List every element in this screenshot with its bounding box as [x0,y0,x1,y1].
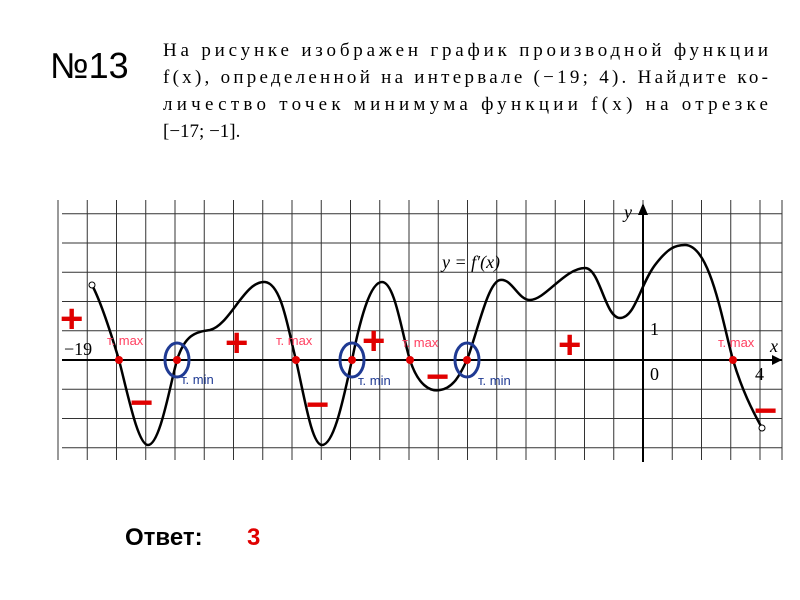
min-circle [338,341,366,379]
grid [57,200,783,460]
plus-sign: + [225,321,248,365]
zero-point [406,356,414,364]
plus-sign: + [558,323,581,367]
answer-label: Ответ: [125,524,203,551]
zero-point [463,356,471,364]
minus-sign: − [306,383,329,427]
max-label: т. max [402,335,439,350]
problem-line: [−17; −1]. [163,121,240,142]
plus-sign: + [362,319,385,363]
answer-value: 3 [247,524,260,551]
zero-point [348,356,356,364]
problem-line: На рисунке изображен график производной … [163,40,768,61]
tick-label: −19 [64,339,92,359]
tick-label: 4 [755,364,764,384]
min-label: т. min [181,372,214,387]
tick-label: 0 [650,364,659,384]
x-arrow [772,355,782,365]
min-label: т. min [478,373,511,388]
zero-point [173,356,181,364]
max-label: т. max [107,333,144,348]
y-axis-label: y [622,202,632,222]
zero-point [729,356,737,364]
min-circle [453,341,481,379]
max-label: т. max [276,333,313,348]
max-label: т. max [718,335,755,350]
min-circle [163,341,191,379]
minus-sign: − [426,355,449,399]
task-number: №13 [50,45,129,86]
zero-point [292,356,300,364]
zero-point [115,356,123,364]
problem-line: личество точек минимума функции f(x) на … [163,94,768,115]
annotations: т. max т. max т. max т. max т. min т. min т. m… [60,297,777,433]
x-axis-label: x [769,336,778,356]
tick-label: 1 [650,319,659,339]
function-label: y = f′(x) [440,252,500,273]
problem-line: f(x), определенной на интервале (−19; 4)… [163,67,768,88]
min-label: т. min [358,373,391,388]
open-end [88,281,96,289]
minus-sign: − [130,381,153,425]
plus-sign: + [60,297,83,341]
minus-sign: − [754,389,777,433]
y-arrow [638,203,648,215]
open-end [758,424,766,432]
